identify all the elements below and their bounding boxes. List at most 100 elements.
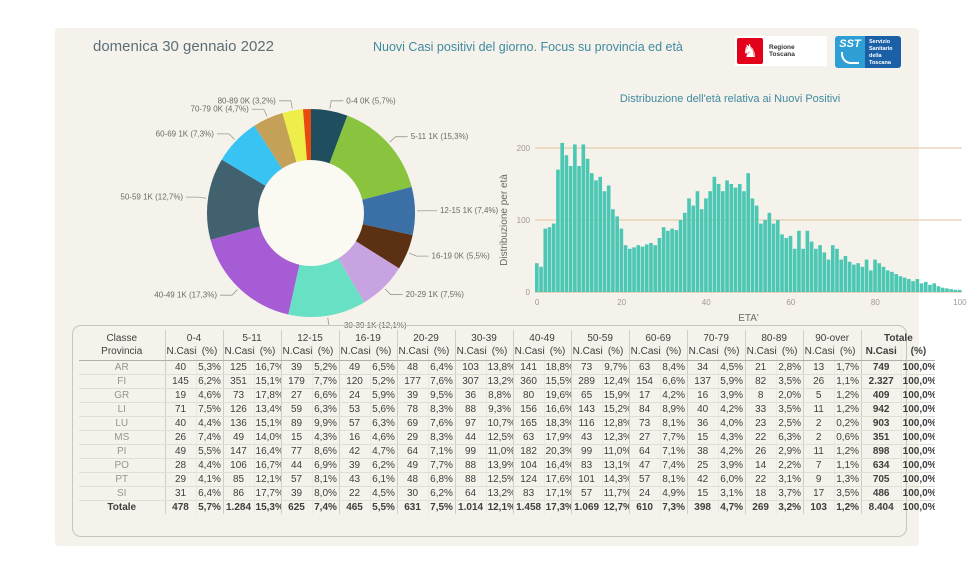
histogram-bar[interactable]: [940, 287, 945, 292]
histogram-bar[interactable]: [826, 259, 831, 292]
histogram-bar[interactable]: [809, 241, 814, 292]
histogram-bar[interactable]: [856, 263, 860, 292]
histogram-bar[interactable]: [923, 281, 928, 292]
histogram-bar[interactable]: [594, 180, 598, 292]
histogram-bar[interactable]: [661, 227, 666, 292]
histogram-bar[interactable]: [843, 256, 848, 292]
histogram-bar[interactable]: [632, 247, 636, 292]
histogram-bar[interactable]: [784, 238, 789, 292]
histogram-bar[interactable]: [763, 220, 767, 292]
table-row-MS[interactable]: MS267,4%4914,0%154,3%164,6%298,3%4412,5%…: [79, 430, 936, 445]
table-row-LU[interactable]: LU404,4%13615,1%899,9%576,3%697,6%9710,7…: [79, 416, 936, 431]
histogram-bar[interactable]: [615, 216, 619, 292]
histogram-bar[interactable]: [551, 223, 556, 292]
histogram-bar[interactable]: [945, 288, 949, 292]
histogram-bar[interactable]: [801, 248, 805, 292]
histogram-bar[interactable]: [589, 173, 594, 292]
histogram-bar[interactable]: [953, 289, 958, 292]
histogram-bar[interactable]: [573, 144, 577, 292]
table-row-PO[interactable]: PO284,4%10616,7%446,9%396,2%497,7%8813,9…: [79, 458, 936, 473]
histogram-bar[interactable]: [678, 220, 683, 292]
histogram-bar[interactable]: [750, 198, 755, 292]
histogram-bar[interactable]: [847, 261, 852, 292]
histogram-bar[interactable]: [560, 142, 564, 292]
histogram-bar[interactable]: [759, 223, 763, 292]
histogram-bar[interactable]: [611, 209, 615, 292]
histogram-bar[interactable]: [898, 276, 903, 292]
histogram-bar[interactable]: [623, 245, 628, 292]
histogram-bar[interactable]: [767, 212, 772, 292]
donut-slice-60-69[interactable]: [221, 125, 283, 186]
table-row-PT[interactable]: PT294,1%8512,1%578,1%436,1%486,8%8812,5%…: [79, 472, 936, 487]
histogram-bar[interactable]: [585, 158, 590, 292]
histogram-bar[interactable]: [742, 191, 746, 292]
histogram-bar[interactable]: [628, 248, 632, 292]
histogram-bar[interactable]: [721, 191, 725, 292]
histogram-bar[interactable]: [649, 243, 653, 292]
histogram-bar[interactable]: [792, 248, 797, 292]
histogram-bar[interactable]: [830, 245, 835, 292]
histogram-bar[interactable]: [890, 271, 894, 292]
histogram-bar[interactable]: [674, 230, 679, 292]
histogram-bar[interactable]: [814, 248, 818, 292]
histogram-bar[interactable]: [873, 259, 877, 292]
histogram-bar[interactable]: [902, 277, 907, 292]
histogram-bar[interactable]: [949, 289, 953, 292]
histogram-bar[interactable]: [716, 184, 721, 292]
histogram-bar[interactable]: [687, 198, 691, 292]
histogram-bar[interactable]: [737, 184, 742, 292]
histogram-bar[interactable]: [657, 238, 662, 292]
table-row-SI[interactable]: SI316,4%8617,7%398,0%224,5%306,2%6413,2%…: [79, 486, 936, 501]
histogram-bar[interactable]: [885, 270, 890, 292]
histogram-bar[interactable]: [864, 259, 869, 292]
histogram-bar[interactable]: [797, 230, 801, 292]
histogram-bar[interactable]: [644, 244, 649, 292]
histogram-bar[interactable]: [919, 283, 924, 292]
histogram-bar[interactable]: [666, 230, 670, 292]
donut-slice-50-59[interactable]: [207, 159, 266, 240]
histogram-bar[interactable]: [556, 169, 560, 292]
histogram-bar[interactable]: [640, 246, 645, 292]
table-row-PI[interactable]: PI495,5%14716,4%778,6%424,7%647,1%9911,0…: [79, 444, 936, 459]
histogram-bar[interactable]: [568, 166, 573, 292]
histogram-bar[interactable]: [915, 279, 920, 292]
histogram-bar[interactable]: [598, 176, 603, 292]
table-row-FI[interactable]: FI1456,2%35115,1%1797,7%1205,2%1777,6%30…: [79, 374, 936, 389]
donut-slice-12-15[interactable]: [362, 186, 415, 236]
histogram-bar[interactable]: [911, 281, 915, 292]
histogram-bar[interactable]: [818, 245, 822, 292]
histogram-bar[interactable]: [860, 266, 865, 292]
histogram-bar[interactable]: [543, 228, 548, 292]
donut-slice-16-19[interactable]: [355, 224, 413, 269]
histogram-bar[interactable]: [619, 228, 624, 292]
histogram-bar[interactable]: [932, 283, 937, 292]
table-row-LI[interactable]: LI717,5%12613,4%596,3%535,6%788,3%889,3%…: [79, 402, 936, 417]
donut-slice-80-89[interactable]: [282, 109, 307, 163]
donut-slice-70-79[interactable]: [254, 112, 297, 169]
histogram-bar[interactable]: [780, 234, 784, 292]
donut-slice-5-11[interactable]: [329, 115, 412, 200]
histogram-bar[interactable]: [877, 263, 882, 292]
histogram-bar[interactable]: [581, 144, 586, 292]
histogram-bar[interactable]: [733, 187, 738, 292]
histogram-bar[interactable]: [564, 155, 569, 292]
histogram-bar[interactable]: [606, 185, 611, 292]
histogram-bar[interactable]: [682, 212, 687, 292]
histogram-bar[interactable]: [725, 180, 729, 292]
histogram-bar[interactable]: [547, 227, 552, 292]
histogram-bar[interactable]: [936, 286, 941, 292]
histogram-bar[interactable]: [695, 191, 700, 292]
histogram-bar[interactable]: [746, 173, 751, 292]
histogram-bar[interactable]: [535, 263, 539, 292]
histogram-bar[interactable]: [602, 191, 607, 292]
donut-slice-0-4[interactable]: [311, 109, 348, 164]
histogram-bar[interactable]: [539, 266, 543, 292]
histogram-bar[interactable]: [822, 252, 827, 292]
histogram-bar[interactable]: [852, 264, 856, 292]
histogram-bar[interactable]: [907, 279, 911, 292]
histogram-bar[interactable]: [775, 220, 780, 292]
histogram-bar[interactable]: [835, 248, 839, 292]
table-row-AR[interactable]: AR405,3%12516,7%395,2%496,5%486,4%10313,…: [79, 360, 936, 375]
histogram-bar[interactable]: [577, 166, 581, 292]
histogram-bar[interactable]: [805, 230, 810, 292]
